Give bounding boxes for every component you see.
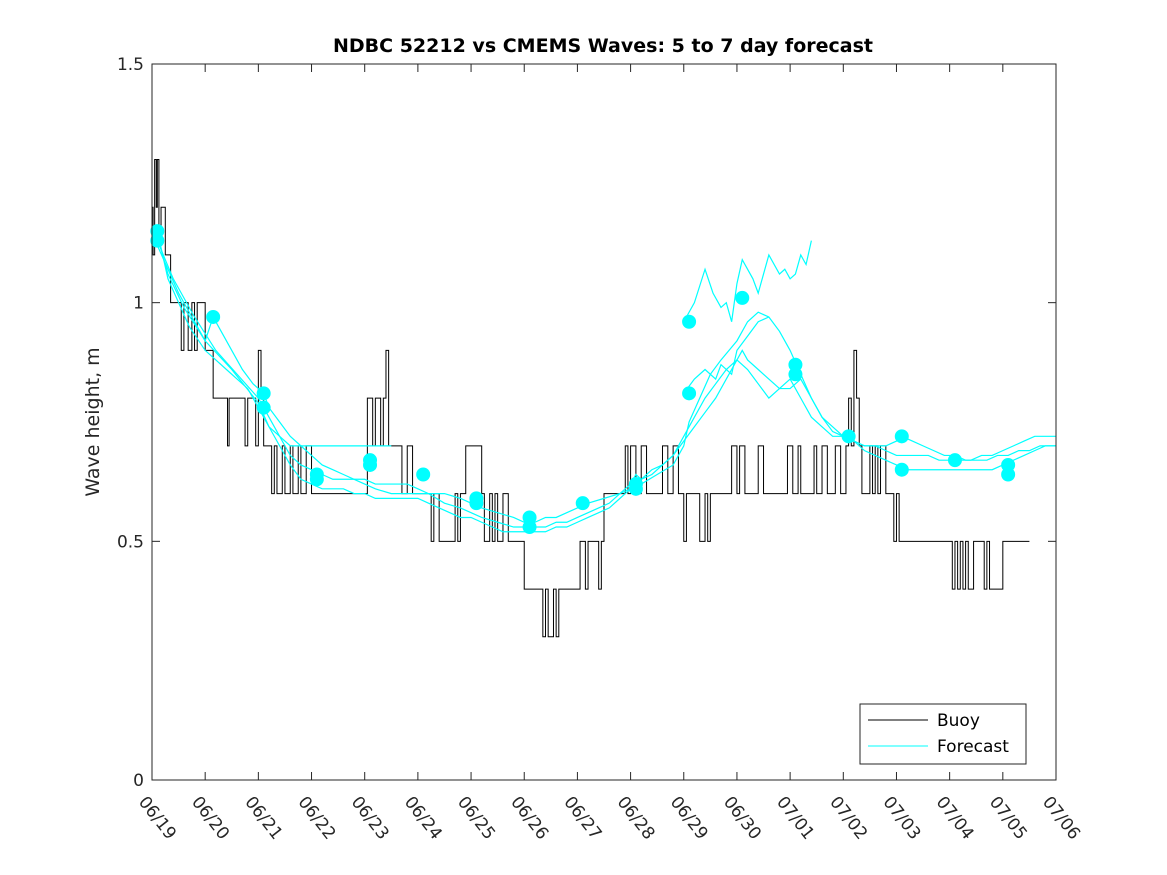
forecast-marker-5 [256,400,271,415]
forecast-series-line-2 [156,235,1056,523]
x-tick-label: 06/28 [613,793,659,844]
x-tick-label: 07/04 [932,793,978,844]
x-tick-label: 06/24 [400,793,446,844]
x-tick-label: 06/19 [134,793,180,844]
x-tick-label: 06/30 [719,793,765,844]
forecast-marker-19 [682,386,697,401]
forecast-marker-9 [363,457,378,472]
forecast-marker-3 [206,309,221,324]
forecast-marker-17 [628,481,643,496]
forecast-series-line-4 [156,245,1056,533]
forecast-marker-14 [522,520,537,535]
forecast-marker-22 [788,367,803,382]
y-tick-label: 0.5 [117,532,144,552]
x-tick-label: 07/03 [879,793,925,844]
forecast-marker-2 [150,233,165,248]
x-tick-label: 06/23 [347,793,393,844]
forecast-series-line-6 [683,316,770,394]
plot-area [150,158,1056,638]
x-tick-label: 06/29 [666,793,712,844]
chart-title: NDBC 52212 vs CMEMS Waves: 5 to 7 day fo… [333,35,873,57]
legend-buoy-label: Buoy [937,711,980,731]
forecast-marker-25 [894,462,909,477]
forecast-marker-7 [309,472,324,487]
legend-forecast-label: Forecast [937,737,1009,757]
legend: Buoy Forecast [859,703,1027,765]
forecast-marker-26 [947,453,962,468]
x-tick-label: 06/20 [187,793,233,844]
x-tick-label: 06/22 [294,793,340,844]
y-tick-label: 0 [133,771,144,791]
forecast-marker-23 [841,429,856,444]
x-tick-label: 07/01 [772,793,818,844]
forecast-marker-4 [256,386,271,401]
forecast-series-line-5 [683,240,812,323]
x-tick-label: 06/21 [240,793,286,844]
forecast-marker-12 [469,496,484,511]
x-tick-label: 06/26 [506,793,552,844]
plot-frame [151,63,1057,781]
forecast-series-line-3 [156,240,1056,528]
forecast-marker-18 [682,314,697,329]
x-tick-label: 06/25 [453,793,499,844]
y-tick-label: 1.5 [117,55,144,75]
x-tick-label: 07/05 [985,793,1031,844]
x-tick-label: 06/27 [559,793,605,844]
x-tick-label: 07/06 [1038,793,1084,844]
forecast-series-line-1 [156,230,392,447]
y-tick-label: 1 [133,294,144,314]
x-tick-label: 07/02 [825,793,871,844]
forecast-marker-10 [416,467,431,482]
forecast-marker-20 [735,290,750,305]
forecast-marker-24 [894,429,909,444]
buoy-series-line [152,158,1030,638]
y-axis-label: Wave height, m [82,347,104,496]
legend-box [859,703,1027,765]
forecast-marker-28 [1001,467,1016,482]
forecast-marker-15 [575,496,590,511]
